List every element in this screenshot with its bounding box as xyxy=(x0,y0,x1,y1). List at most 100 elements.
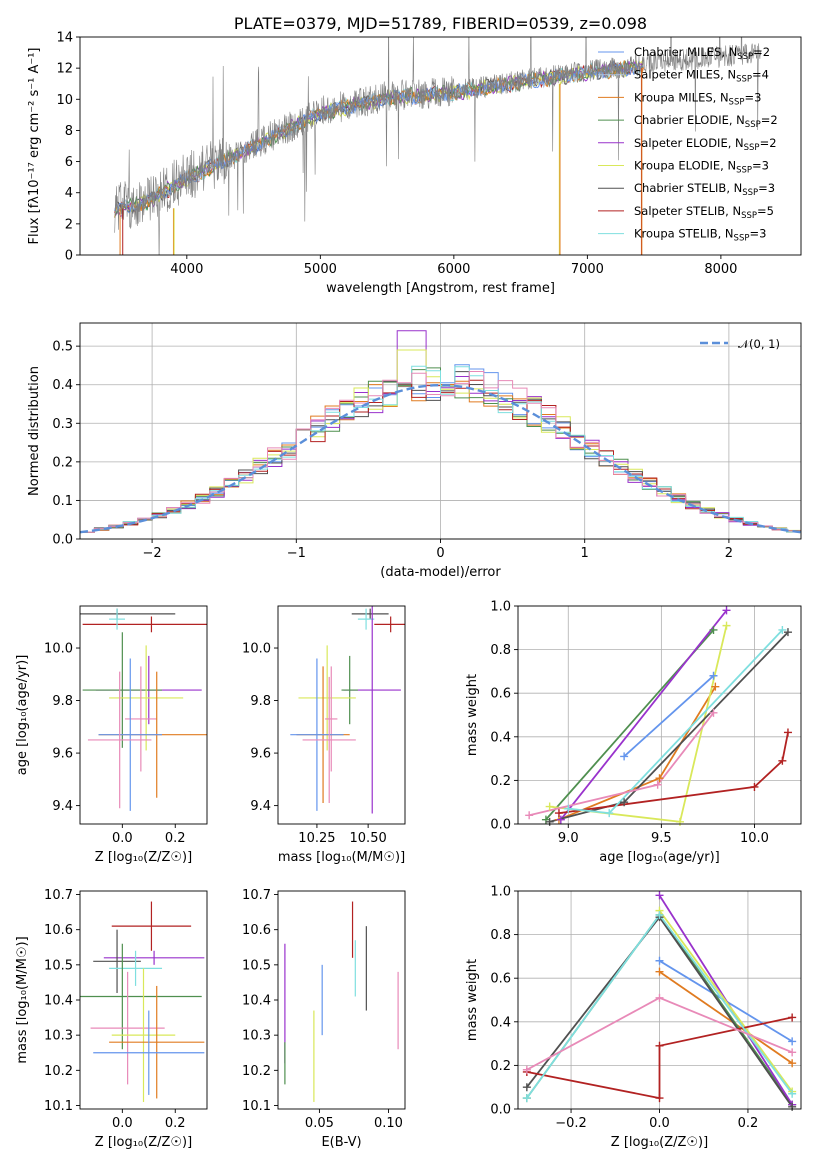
y-tick-label: 10.5 xyxy=(44,958,73,973)
y-tick-label: 2 xyxy=(65,217,73,232)
weight-marker xyxy=(545,817,554,826)
legend-sub: SSP xyxy=(742,188,758,198)
weight-line xyxy=(623,675,715,758)
y-tick-label: 0.6 xyxy=(490,972,511,987)
weight_vs_Z-plot-area xyxy=(526,894,793,1108)
weight-marker xyxy=(653,780,662,789)
residuals-plot-area xyxy=(80,330,801,534)
legend-label: Salpeter ELODIE, NSSP=2 xyxy=(634,136,777,153)
x-tick-label: 4000 xyxy=(170,262,203,277)
legend-suffix: =3 xyxy=(744,90,761,104)
legend-suffix: =4 xyxy=(752,68,769,82)
y-tick-label: 0.5 xyxy=(52,340,73,355)
y-tick-label: 9.6 xyxy=(250,747,271,762)
x-tick-label: 9.5 xyxy=(651,831,672,846)
legend-label: Kroupa ELODIE, NSSP=3 xyxy=(634,159,769,176)
spectrum-frame xyxy=(79,36,802,256)
legend-sub: SSP xyxy=(737,52,753,62)
x-tick-label: 0.0 xyxy=(112,1116,133,1131)
x-tick-label: −2 xyxy=(143,546,162,561)
weight-marker xyxy=(655,956,664,965)
x-axis-label: age [log₁₀(age/yr)] xyxy=(599,850,720,865)
y-tick-label: 10.2 xyxy=(242,1064,271,1079)
weight-marker xyxy=(545,802,554,811)
legend-suffix: =2 xyxy=(753,45,770,59)
weight-marker xyxy=(655,774,664,783)
y-tick-label: 0.0 xyxy=(52,533,73,548)
x-axis-label: Z [log₁₀(Z/Z☉)] xyxy=(95,850,192,865)
y-tick-label: 10.4 xyxy=(242,994,271,1009)
age_vs_mass-frame xyxy=(277,605,406,825)
y-tick-label: 10.6 xyxy=(242,923,271,938)
y-tick-label: 10.7 xyxy=(44,888,73,903)
y-tick-label: 10 xyxy=(56,93,73,108)
age_vs_Z-frame xyxy=(79,605,208,825)
weight-marker xyxy=(525,811,534,820)
legend-sub: SSP xyxy=(736,166,752,176)
legend-name: Kroupa ELODIE, N xyxy=(634,159,736,173)
y-tick-label: 9.4 xyxy=(250,799,271,814)
y-tick-label: 9.6 xyxy=(52,747,73,762)
mass_vs_Z-plot-area xyxy=(80,901,205,1102)
legend-name: Chabrier ELODIE, N xyxy=(634,113,745,127)
weight-marker xyxy=(788,1048,797,1057)
legend-label: 𝒩(0, 1) xyxy=(738,337,780,351)
legend-label: Chabrier STELIB, NSSP=3 xyxy=(634,181,775,198)
x-axis-label: wavelength [Angstrom, rest frame] xyxy=(326,281,555,296)
legend-sub: SSP xyxy=(741,211,757,221)
legend-label: Salpeter STELIB, NSSP=5 xyxy=(634,204,774,221)
x-tick-label: 0.0 xyxy=(649,1116,670,1131)
chart-title: PLATE=0379, MJD=51789, FIBERID=0539, z=0… xyxy=(234,14,647,33)
weight-marker xyxy=(675,817,684,826)
y-tick-label: 0.2 xyxy=(490,774,511,789)
residual-histogram xyxy=(80,371,801,533)
spectrum-plot-area xyxy=(114,37,761,255)
age_vs_Z-plot-area xyxy=(80,608,207,811)
weight-line xyxy=(658,910,793,1093)
y-axis-label: mass [log₁₀(M/M☉)] xyxy=(15,936,30,1063)
x-axis-label: mass [log₁₀(M/M☉)] xyxy=(278,850,405,865)
x-tick-label: 0.2 xyxy=(738,1116,759,1131)
weight-marker xyxy=(522,1083,531,1092)
weight-marker xyxy=(709,625,718,634)
weight-marker xyxy=(711,682,720,691)
legend-sub: SSP xyxy=(744,143,760,153)
x-tick-label: 10.0 xyxy=(740,831,769,846)
y-tick-label: 10.4 xyxy=(44,994,73,1009)
x-tick-label: 0.2 xyxy=(165,1116,186,1131)
y-tick-label: 12 xyxy=(56,62,73,77)
weight_vs_age-frame xyxy=(517,605,802,825)
weight-marker xyxy=(788,1102,797,1111)
legend-name: Kroupa STELIB, N xyxy=(634,227,734,241)
weight-line xyxy=(658,970,793,1064)
x-axis-label: Z [log₁₀(Z/Z☉)] xyxy=(611,1135,708,1150)
weight-marker xyxy=(722,606,731,615)
model-fit-line xyxy=(114,63,644,215)
weight-marker xyxy=(788,1059,797,1068)
y-tick-label: 0.8 xyxy=(490,928,511,943)
model-fit-line xyxy=(114,60,644,218)
y-tick-label: 10.7 xyxy=(242,888,271,903)
observed-spectrum xyxy=(114,37,761,255)
legend-name: Kroupa MILES, N xyxy=(634,90,729,104)
weight-marker xyxy=(709,671,718,680)
legend-name: Chabrier STELIB, N xyxy=(634,181,742,195)
x-tick-label: 0.05 xyxy=(305,1116,334,1131)
weight-line xyxy=(558,732,789,814)
y-axis-label: mass weight xyxy=(465,959,480,1041)
weight-marker xyxy=(655,1041,664,1050)
weight-marker xyxy=(655,1094,664,1103)
legend-suffix: =3 xyxy=(749,227,766,241)
y-tick-label: 9.8 xyxy=(52,694,73,709)
y-tick-label: 6 xyxy=(65,155,73,170)
y-tick-label: 10.5 xyxy=(242,958,271,973)
y-tick-label: 1.0 xyxy=(490,600,511,615)
legend-sub: SSP xyxy=(736,75,752,85)
y-axis-label: mass weight xyxy=(465,674,480,756)
legend-sub: SSP xyxy=(745,120,761,130)
x-axis-label: Z [log₁₀(Z/Z☉)] xyxy=(95,1135,192,1150)
y-tick-label: 10.0 xyxy=(44,642,73,657)
y-tick-label: 10.2 xyxy=(44,1064,73,1079)
weight-marker xyxy=(655,891,664,900)
weight-marker xyxy=(778,625,787,634)
